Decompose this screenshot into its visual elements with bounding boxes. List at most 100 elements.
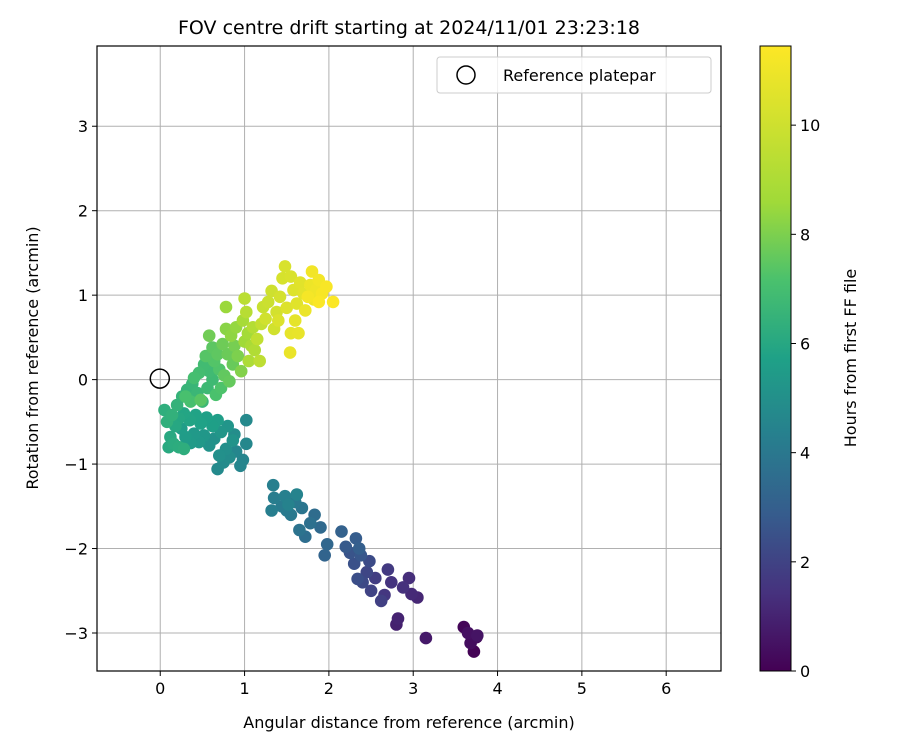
data-point <box>278 260 292 273</box>
data-point <box>211 348 224 361</box>
data-point <box>261 295 275 309</box>
y-tick: −3 <box>64 624 97 643</box>
data-point <box>391 612 405 625</box>
x-tick-label: 0 <box>155 679 165 698</box>
data-point <box>304 516 317 530</box>
x-tick: 6 <box>661 671 671 698</box>
data-point <box>283 346 297 359</box>
legend: Reference platepar <box>436 56 712 94</box>
data-point <box>318 549 332 562</box>
legend-box <box>436 56 712 94</box>
colorbar-tick: 0 <box>791 662 810 681</box>
colorbar-tick-label: 2 <box>800 553 810 572</box>
y-axis-ticks: −3 −2 −1 0 1 2 3 <box>64 117 97 643</box>
reference-point-marker <box>149 368 171 389</box>
colorbar-tick-label: 0 <box>800 662 810 681</box>
colorbar-ticks: 0 2 4 6 8 10 <box>791 116 820 681</box>
y-tick: 0 <box>78 371 97 390</box>
data-point <box>326 295 340 309</box>
x-tick-label: 3 <box>408 679 418 698</box>
data-point <box>364 584 378 598</box>
data-point <box>272 314 285 327</box>
data-point <box>259 312 272 326</box>
colorbar-tick: 6 <box>791 334 810 353</box>
data-point <box>351 572 364 586</box>
data-point <box>216 337 229 351</box>
y-tick-label: 0 <box>78 371 88 390</box>
x-tick: 2 <box>324 671 334 698</box>
y-tick: −1 <box>64 455 97 474</box>
data-point <box>402 571 416 585</box>
grid-lines <box>97 46 721 671</box>
y-tick: 1 <box>78 286 97 305</box>
x-axis-ticks: 0 1 2 3 4 5 6 <box>155 671 671 698</box>
data-point <box>240 413 253 427</box>
data-point <box>250 332 264 346</box>
colorbar-tick: 2 <box>791 553 810 572</box>
data-point <box>202 329 216 343</box>
data-point <box>214 381 228 395</box>
data-point <box>228 339 241 353</box>
data-point <box>347 557 361 570</box>
x-tick: 1 <box>239 671 250 698</box>
data-point <box>242 354 256 368</box>
y-tick: 2 <box>78 202 97 221</box>
data-point <box>221 348 234 361</box>
y-tick-label: 2 <box>78 202 88 221</box>
data-point <box>292 326 305 340</box>
data-point <box>248 343 261 357</box>
colorbar-tick-label: 6 <box>800 334 810 353</box>
data-point <box>240 437 253 451</box>
y-tick-label: 1 <box>78 286 88 305</box>
data-point <box>360 565 374 579</box>
data-points <box>158 260 484 658</box>
data-point <box>339 540 353 554</box>
data-point <box>202 439 216 452</box>
legend-marker-reference <box>456 65 476 85</box>
colorbar-tick: 10 <box>791 116 820 135</box>
colorbar-tick-label: 8 <box>800 225 810 244</box>
x-tick: 0 <box>155 671 165 698</box>
data-point <box>165 408 179 422</box>
data-point <box>226 434 240 447</box>
data-point <box>290 488 304 501</box>
data-point <box>301 290 315 304</box>
colorbar <box>759 45 792 672</box>
x-tick-label: 2 <box>324 679 334 698</box>
x-tick: 5 <box>577 671 587 698</box>
data-point <box>223 375 236 388</box>
data-point <box>266 478 280 492</box>
chart-title: FOV centre drift starting at 2024/11/01 … <box>178 17 640 39</box>
data-point <box>219 300 233 314</box>
data-point <box>265 504 278 517</box>
x-tick: 4 <box>492 671 503 698</box>
data-point <box>187 371 201 385</box>
y-tick: −2 <box>64 540 97 559</box>
data-point <box>314 521 327 534</box>
colorbar-label: Hours from first FF file <box>841 269 860 448</box>
y-tick-label: 3 <box>78 117 88 136</box>
data-point <box>179 390 192 403</box>
data-point <box>194 393 207 407</box>
x-axis-label: Angular distance from reference (arcmin) <box>243 713 574 732</box>
data-point <box>238 292 251 305</box>
x-tick-label: 5 <box>577 679 587 698</box>
data-point <box>352 542 366 555</box>
legend-label-reference: Reference platepar <box>503 66 656 85</box>
y-tick-label: −1 <box>64 455 88 474</box>
plot-frame <box>96 45 722 672</box>
x-tick: 3 <box>408 671 418 698</box>
data-point <box>405 587 418 601</box>
data-point <box>213 449 226 462</box>
data-point <box>293 276 307 289</box>
colorbar-tick: 4 <box>791 444 810 463</box>
x-tick-label: 6 <box>661 679 671 698</box>
data-point <box>320 280 333 294</box>
data-point <box>253 354 266 368</box>
data-point <box>381 563 395 576</box>
data-point <box>385 576 398 589</box>
data-point <box>299 304 312 317</box>
data-point <box>267 491 281 505</box>
data-point <box>471 629 484 642</box>
